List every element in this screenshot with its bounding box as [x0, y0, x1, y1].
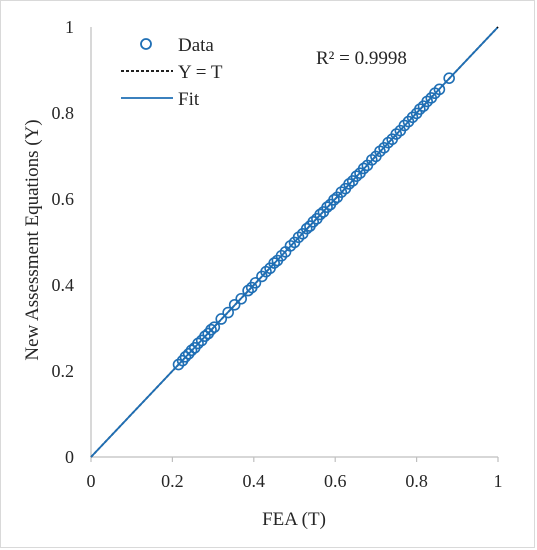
axes [90, 27, 499, 462]
data-point [228, 298, 241, 311]
x-axis-title: FEA (T) [262, 509, 326, 530]
data-point [328, 194, 340, 206]
x-tick-label: 0.8 [405, 471, 428, 491]
y-tick-label: 0.6 [52, 189, 75, 209]
legend-data-marker [140, 38, 152, 50]
x-tick-label: 0 [87, 471, 96, 491]
legend-reference-label: Y = T [178, 62, 223, 83]
data-point [433, 83, 446, 96]
y-tick-label: 0.2 [52, 361, 75, 381]
data-point [192, 337, 204, 350]
data-point [205, 323, 217, 336]
legend-fit-label: Fit [178, 89, 200, 110]
y-axis-title: New Assessment Equations (Y) [22, 119, 43, 360]
data-point [208, 321, 221, 333]
x-tick-label: 0.2 [161, 471, 184, 491]
data-point [414, 103, 426, 115]
y-tick-label: 0.8 [52, 103, 75, 123]
data-point [350, 170, 363, 183]
data-point [182, 347, 195, 360]
r-squared-annotation: R² = 0.9998 [316, 48, 407, 69]
data-point [300, 222, 313, 235]
data-point [307, 215, 320, 228]
data-point [222, 306, 234, 319]
data-point [199, 330, 211, 342]
data-point [185, 344, 198, 357]
data-point [215, 313, 228, 325]
data-point [314, 208, 326, 221]
data-point [443, 72, 455, 84]
x-tick-label: 0.6 [324, 471, 347, 491]
legend: Data Y = T Fit [121, 35, 223, 110]
data-point [268, 257, 280, 269]
tick-labels: 0 0.2 0.4 0.6 0.8 1 0 0.2 0.4 0.6 0.8 1 [52, 17, 503, 491]
data-point [249, 277, 262, 289]
x-tick-label: 1 [494, 471, 503, 491]
legend-data-label: Data [178, 35, 214, 56]
data-point [242, 284, 254, 297]
y-tick-label: 0.4 [52, 275, 75, 295]
x-tick-label: 0.4 [243, 471, 266, 491]
data-point [343, 178, 355, 190]
data-point [179, 351, 192, 363]
data-point [235, 292, 247, 305]
y-tick-label: 1 [65, 17, 74, 37]
data-point [357, 162, 370, 175]
data-point [321, 201, 333, 213]
data-markers [172, 72, 455, 371]
y-tick-label: 0 [65, 447, 74, 467]
